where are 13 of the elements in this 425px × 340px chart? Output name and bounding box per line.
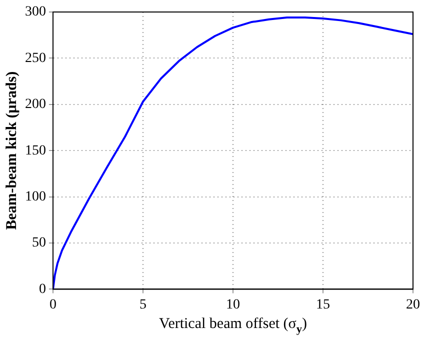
x-tick-label: 0 [50, 297, 56, 312]
y-tick-label: 100 [25, 189, 46, 204]
x-tick-label: 20 [406, 297, 420, 312]
y-tick-label: 250 [25, 50, 46, 66]
y-tick-label: 300 [25, 4, 46, 20]
x-tick-label: 5 [140, 297, 146, 312]
x-tick-label: 15 [316, 297, 330, 312]
y-axis-title: Beam-beam kick (μrads) [4, 71, 20, 230]
x-tick-label: 10 [226, 297, 240, 312]
y-tick-label: 50 [32, 236, 46, 251]
y-tick-label: 200 [25, 97, 46, 112]
y-tick-label: 0 [39, 282, 46, 297]
y-tick-label: 150 [25, 143, 46, 158]
